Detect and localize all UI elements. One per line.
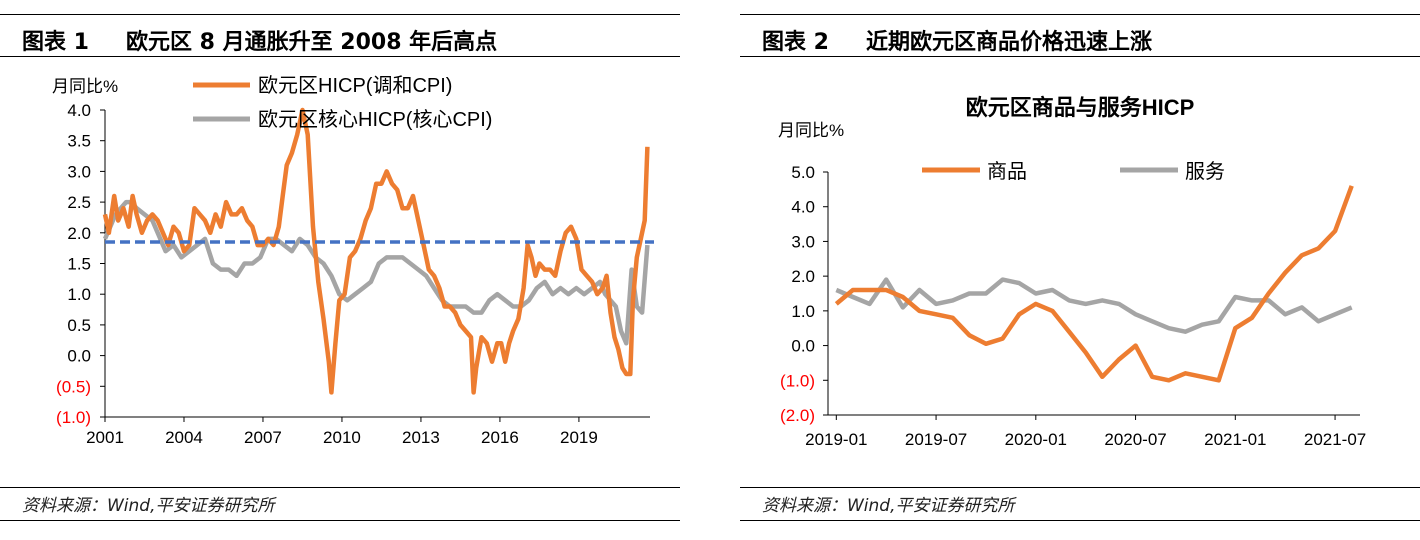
y-tick-label: 4.0 <box>67 101 91 120</box>
legend: 商品 服务 <box>922 160 1225 183</box>
y-tick-label: (0.5) <box>56 377 91 396</box>
legend-label-hicp: 欧元区HICP(调和CPI) <box>258 74 452 97</box>
x-tick-label: 2021-07 <box>1304 430 1366 449</box>
figure-number: 图表 2 <box>762 30 829 55</box>
series-line-goods <box>834 185 1354 383</box>
y-tick-label: 1.5 <box>67 255 91 274</box>
x-tick-label: 2001 <box>86 428 124 447</box>
x-tick-label: 2019-07 <box>905 430 967 449</box>
x-tick-label: 2021-01 <box>1204 430 1266 449</box>
series-line-hicp <box>102 107 650 395</box>
figure-heading: 图表 2 近期欧元区商品价格迅速上涨 <box>762 24 1152 56</box>
y-tick-label: 0.0 <box>67 347 91 366</box>
y-tick-label: 2.0 <box>67 224 91 243</box>
figure-heading: 图表 1 欧元区 8 月通胀升至 2008 年后高点 <box>22 24 497 56</box>
figure-panel-1: 图表 1 欧元区 8 月通胀升至 2008 年后高点 月同比% 4.0 3.5 3.0… <box>0 0 680 540</box>
x-tick-label: 2019-01 <box>805 430 867 449</box>
y-tick-label: 2.0 <box>791 267 815 286</box>
heading-rule <box>0 56 680 57</box>
x-tick-label: 2007 <box>244 428 282 447</box>
y-tick-label: 5.0 <box>791 163 815 182</box>
figure-title: 欧元区 8 月通胀升至 2008 年后高点 <box>126 30 498 55</box>
x-tick-label: 2016 <box>481 428 519 447</box>
x-tick-label: 2019 <box>560 428 598 447</box>
y-tick-label: 3.5 <box>67 132 91 151</box>
y-axis-unit-label: 月同比% <box>778 121 844 140</box>
y-axis-unit-label: 月同比% <box>52 77 118 96</box>
chart-1: 月同比% 4.0 3.5 3.0 2.5 2.0 1.5 1.0 0.5 0.0 (0.5) (1.… <box>52 74 654 447</box>
y-tick-label: 1.0 <box>791 302 815 321</box>
y-tick-label: (1.0) <box>56 408 91 427</box>
legend-label-services: 服务 <box>1185 160 1225 183</box>
y-tick-label: (2.0) <box>780 406 815 425</box>
bottom-rule <box>740 520 1420 521</box>
y-tick-label: 3.0 <box>791 232 815 251</box>
figure-title: 近期欧元区商品价格迅速上涨 <box>866 30 1153 55</box>
y-tick-label: (1.0) <box>780 371 815 390</box>
x-tick-label: 2020-01 <box>1005 430 1067 449</box>
y-tick-label: 2.5 <box>67 193 91 212</box>
legend: 欧元区HICP(调和CPI) 欧元区核心HICP(核心CPI) <box>193 74 492 131</box>
y-tick-label: 4.0 <box>791 198 815 217</box>
y-tick-label: 1.0 <box>67 285 91 304</box>
x-tick-label: 2013 <box>402 428 440 447</box>
y-tick-label: 0.5 <box>67 316 91 335</box>
figure-panel-2: 图表 2 近期欧元区商品价格迅速上涨 欧元区商品与服务HICP 月同比% 5.0 4… <box>740 0 1420 540</box>
legend-label-goods: 商品 <box>987 160 1027 183</box>
y-tick-label: 0.0 <box>791 337 815 356</box>
x-tick-label: 2010 <box>323 428 361 447</box>
source-rule-top <box>740 487 1420 488</box>
top-rule <box>0 14 680 15</box>
figure-number: 图表 1 <box>22 30 89 55</box>
chart-title: 欧元区商品与服务HICP <box>966 95 1195 120</box>
source-rule-top <box>0 487 680 488</box>
chart-2: 欧元区商品与服务HICP 月同比% 5.0 4.0 3.0 2.0 1.0 0.0 (1.0… <box>778 95 1366 449</box>
x-tick-label: 2020-07 <box>1104 430 1166 449</box>
bottom-rule <box>0 520 680 521</box>
heading-rule <box>740 56 1420 57</box>
legend-label-core-hicp: 欧元区核心HICP(核心CPI) <box>258 108 492 131</box>
source-note: 资料来源：Wind,平安证券研究所 <box>762 496 1015 516</box>
source-note: 资料来源：Wind,平安证券研究所 <box>22 496 275 516</box>
x-tick-label: 2004 <box>165 428 203 447</box>
top-rule <box>740 14 1420 15</box>
series-line-core-hicp <box>102 199 650 346</box>
y-tick-label: 3.0 <box>67 162 91 181</box>
